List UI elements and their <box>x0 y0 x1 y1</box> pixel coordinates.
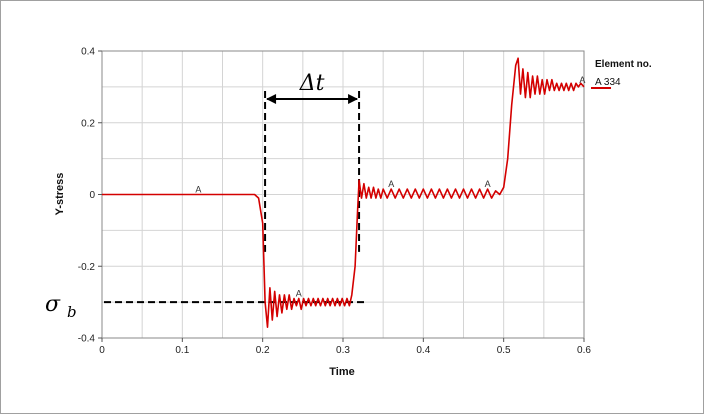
y-tick-label: 0.4 <box>81 47 95 58</box>
series-marker-label: A <box>485 179 491 189</box>
series: A A A A A <box>102 57 585 329</box>
series-line <box>102 57 585 329</box>
sigma-symbol: σ <box>45 292 61 317</box>
legend-label: A 334 <box>595 77 621 88</box>
y-tick-label: -0.4 <box>78 334 96 345</box>
y-tick-label: 0 <box>89 190 95 201</box>
x-tick-label: 0.4 <box>416 345 430 356</box>
delta-t-arrow-head-left <box>266 94 277 104</box>
annotations <box>104 91 368 304</box>
delta-t-arrow-head-right <box>348 94 359 104</box>
legend-title: Element no. <box>595 59 652 70</box>
x-tick-label: 0.1 <box>175 345 189 356</box>
x-tick-label: 0 <box>99 345 105 356</box>
sigma-b-label: σ b <box>45 292 77 321</box>
x-tick-label: 0.6 <box>577 345 591 356</box>
tick-labels: 0 0.1 0.2 0.3 0.4 0.5 0.6 -0.4 -0.2 0 0.2 0.4 <box>78 47 592 357</box>
series-marker-label: A <box>388 179 394 189</box>
x-tick-label: 0.2 <box>256 345 270 356</box>
series-marker-label: A <box>296 289 302 299</box>
sigma-subscript: b <box>67 303 77 321</box>
delta-t-label: Δt <box>299 71 325 96</box>
x-axis-title: Time <box>329 366 354 378</box>
x-tick-label: 0.5 <box>497 345 511 356</box>
series-marker-label: A <box>195 185 201 195</box>
y-tick-label: -0.2 <box>78 262 96 273</box>
series-marker-label: A <box>579 75 585 85</box>
y-axis-title: Y-stress <box>54 173 66 216</box>
y-tick-label: 0.2 <box>81 118 95 129</box>
x-tick-label: 0.3 <box>336 345 350 356</box>
